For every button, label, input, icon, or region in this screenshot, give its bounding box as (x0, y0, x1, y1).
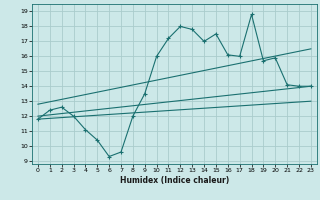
X-axis label: Humidex (Indice chaleur): Humidex (Indice chaleur) (120, 176, 229, 185)
